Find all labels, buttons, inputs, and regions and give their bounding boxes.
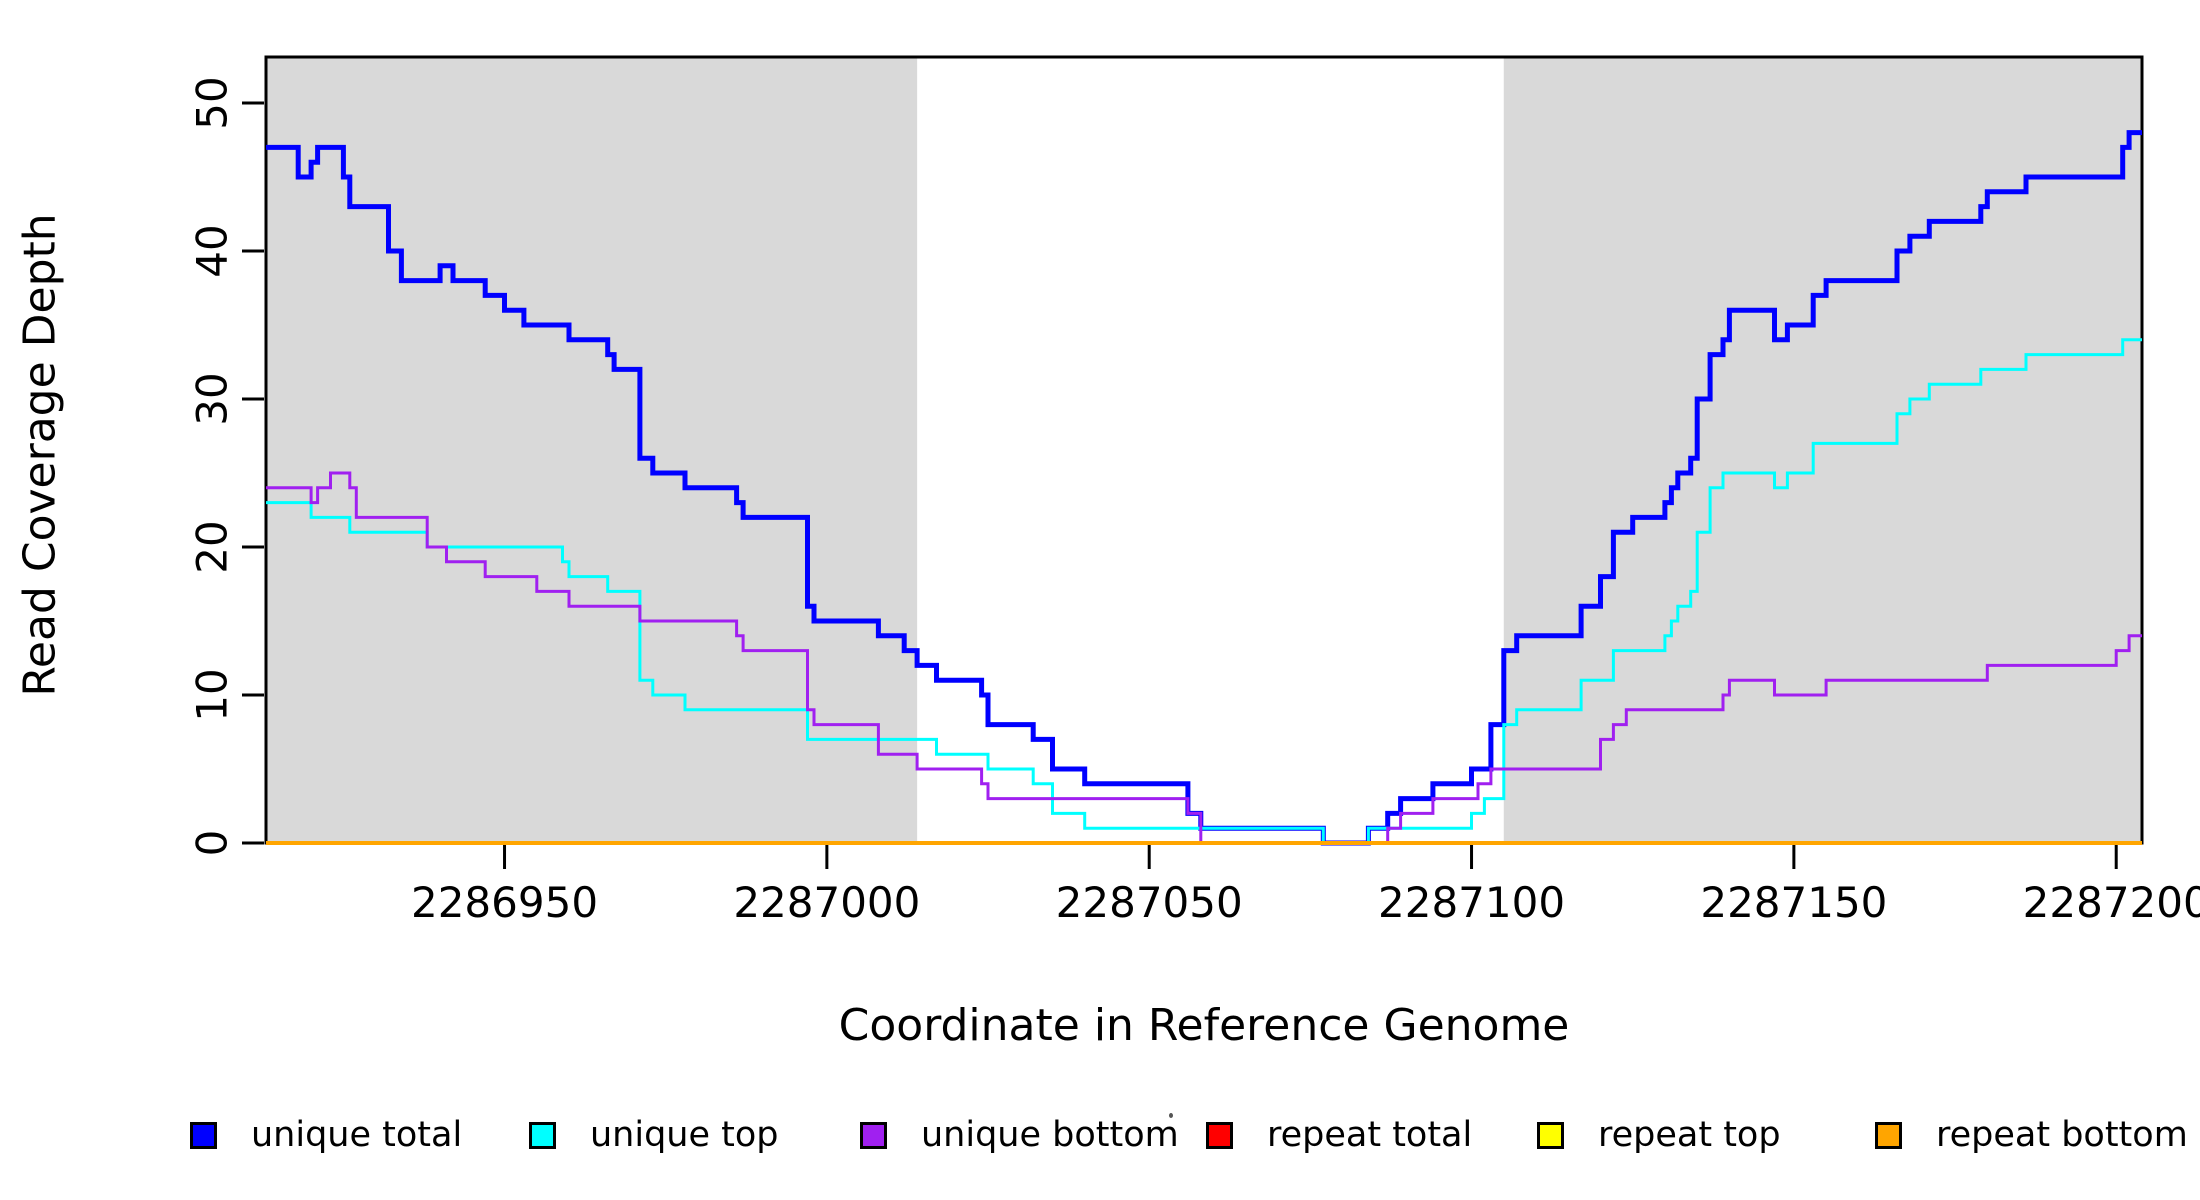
y-tick-label: 20 <box>187 520 237 574</box>
x-axis-title: Coordinate in Reference Genome <box>838 1000 1570 1051</box>
legend-swatch-icon <box>1537 1121 1564 1149</box>
legend-swatch-icon <box>1875 1121 1902 1149</box>
legend-item-unique-bottom: unique bottom <box>860 1105 1179 1165</box>
legend-label: repeat top <box>1598 1115 1781 1155</box>
legend-swatch-icon <box>190 1121 217 1149</box>
y-tick-label: 50 <box>187 76 237 130</box>
x-tick-label: 2286950 <box>410 878 599 927</box>
x-tick-label: 2287100 <box>1378 878 1566 927</box>
series-line-unique-bottom <box>266 471 2142 845</box>
y-tick-label: 40 <box>187 224 237 278</box>
legend-label: unique top <box>590 1115 779 1155</box>
y-tick-label: 0 <box>187 829 237 857</box>
y-axis-title: Read Coverage Depth <box>14 213 66 697</box>
x-tick-label: 2287050 <box>1055 878 1243 927</box>
legend-item-unique-total: unique total <box>190 1105 462 1165</box>
shaded-region-1 <box>1503 57 2142 843</box>
x-tick-label: 2287150 <box>1700 878 1888 927</box>
x-tick-label: 2287200 <box>2022 878 2200 927</box>
x-tick-label: 2287000 <box>733 878 921 927</box>
legend: unique total unique top unique bottom repea… <box>0 1105 2200 1175</box>
legend-label: unique total <box>251 1115 463 1155</box>
legend-label: repeat bottom <box>1936 1115 2188 1155</box>
y-tick-label: 30 <box>187 372 237 426</box>
legend-item-repeat-bottom: repeat bottom <box>1875 1105 2188 1165</box>
legend-item-unique-top: unique top <box>529 1105 779 1165</box>
legend-item-repeat-top: repeat top <box>1537 1105 1781 1165</box>
legend-item-repeat-total: repeat total <box>1206 1105 1472 1165</box>
legend-label: repeat total <box>1267 1115 1473 1155</box>
y-tick-label: 10 <box>187 668 237 722</box>
legend-swatch-icon <box>529 1121 556 1149</box>
stray-mark <box>1169 1113 1173 1118</box>
legend-swatch-icon <box>1206 1121 1233 1149</box>
legend-label: unique bottom <box>921 1115 1179 1155</box>
legend-swatch-icon <box>860 1121 887 1149</box>
